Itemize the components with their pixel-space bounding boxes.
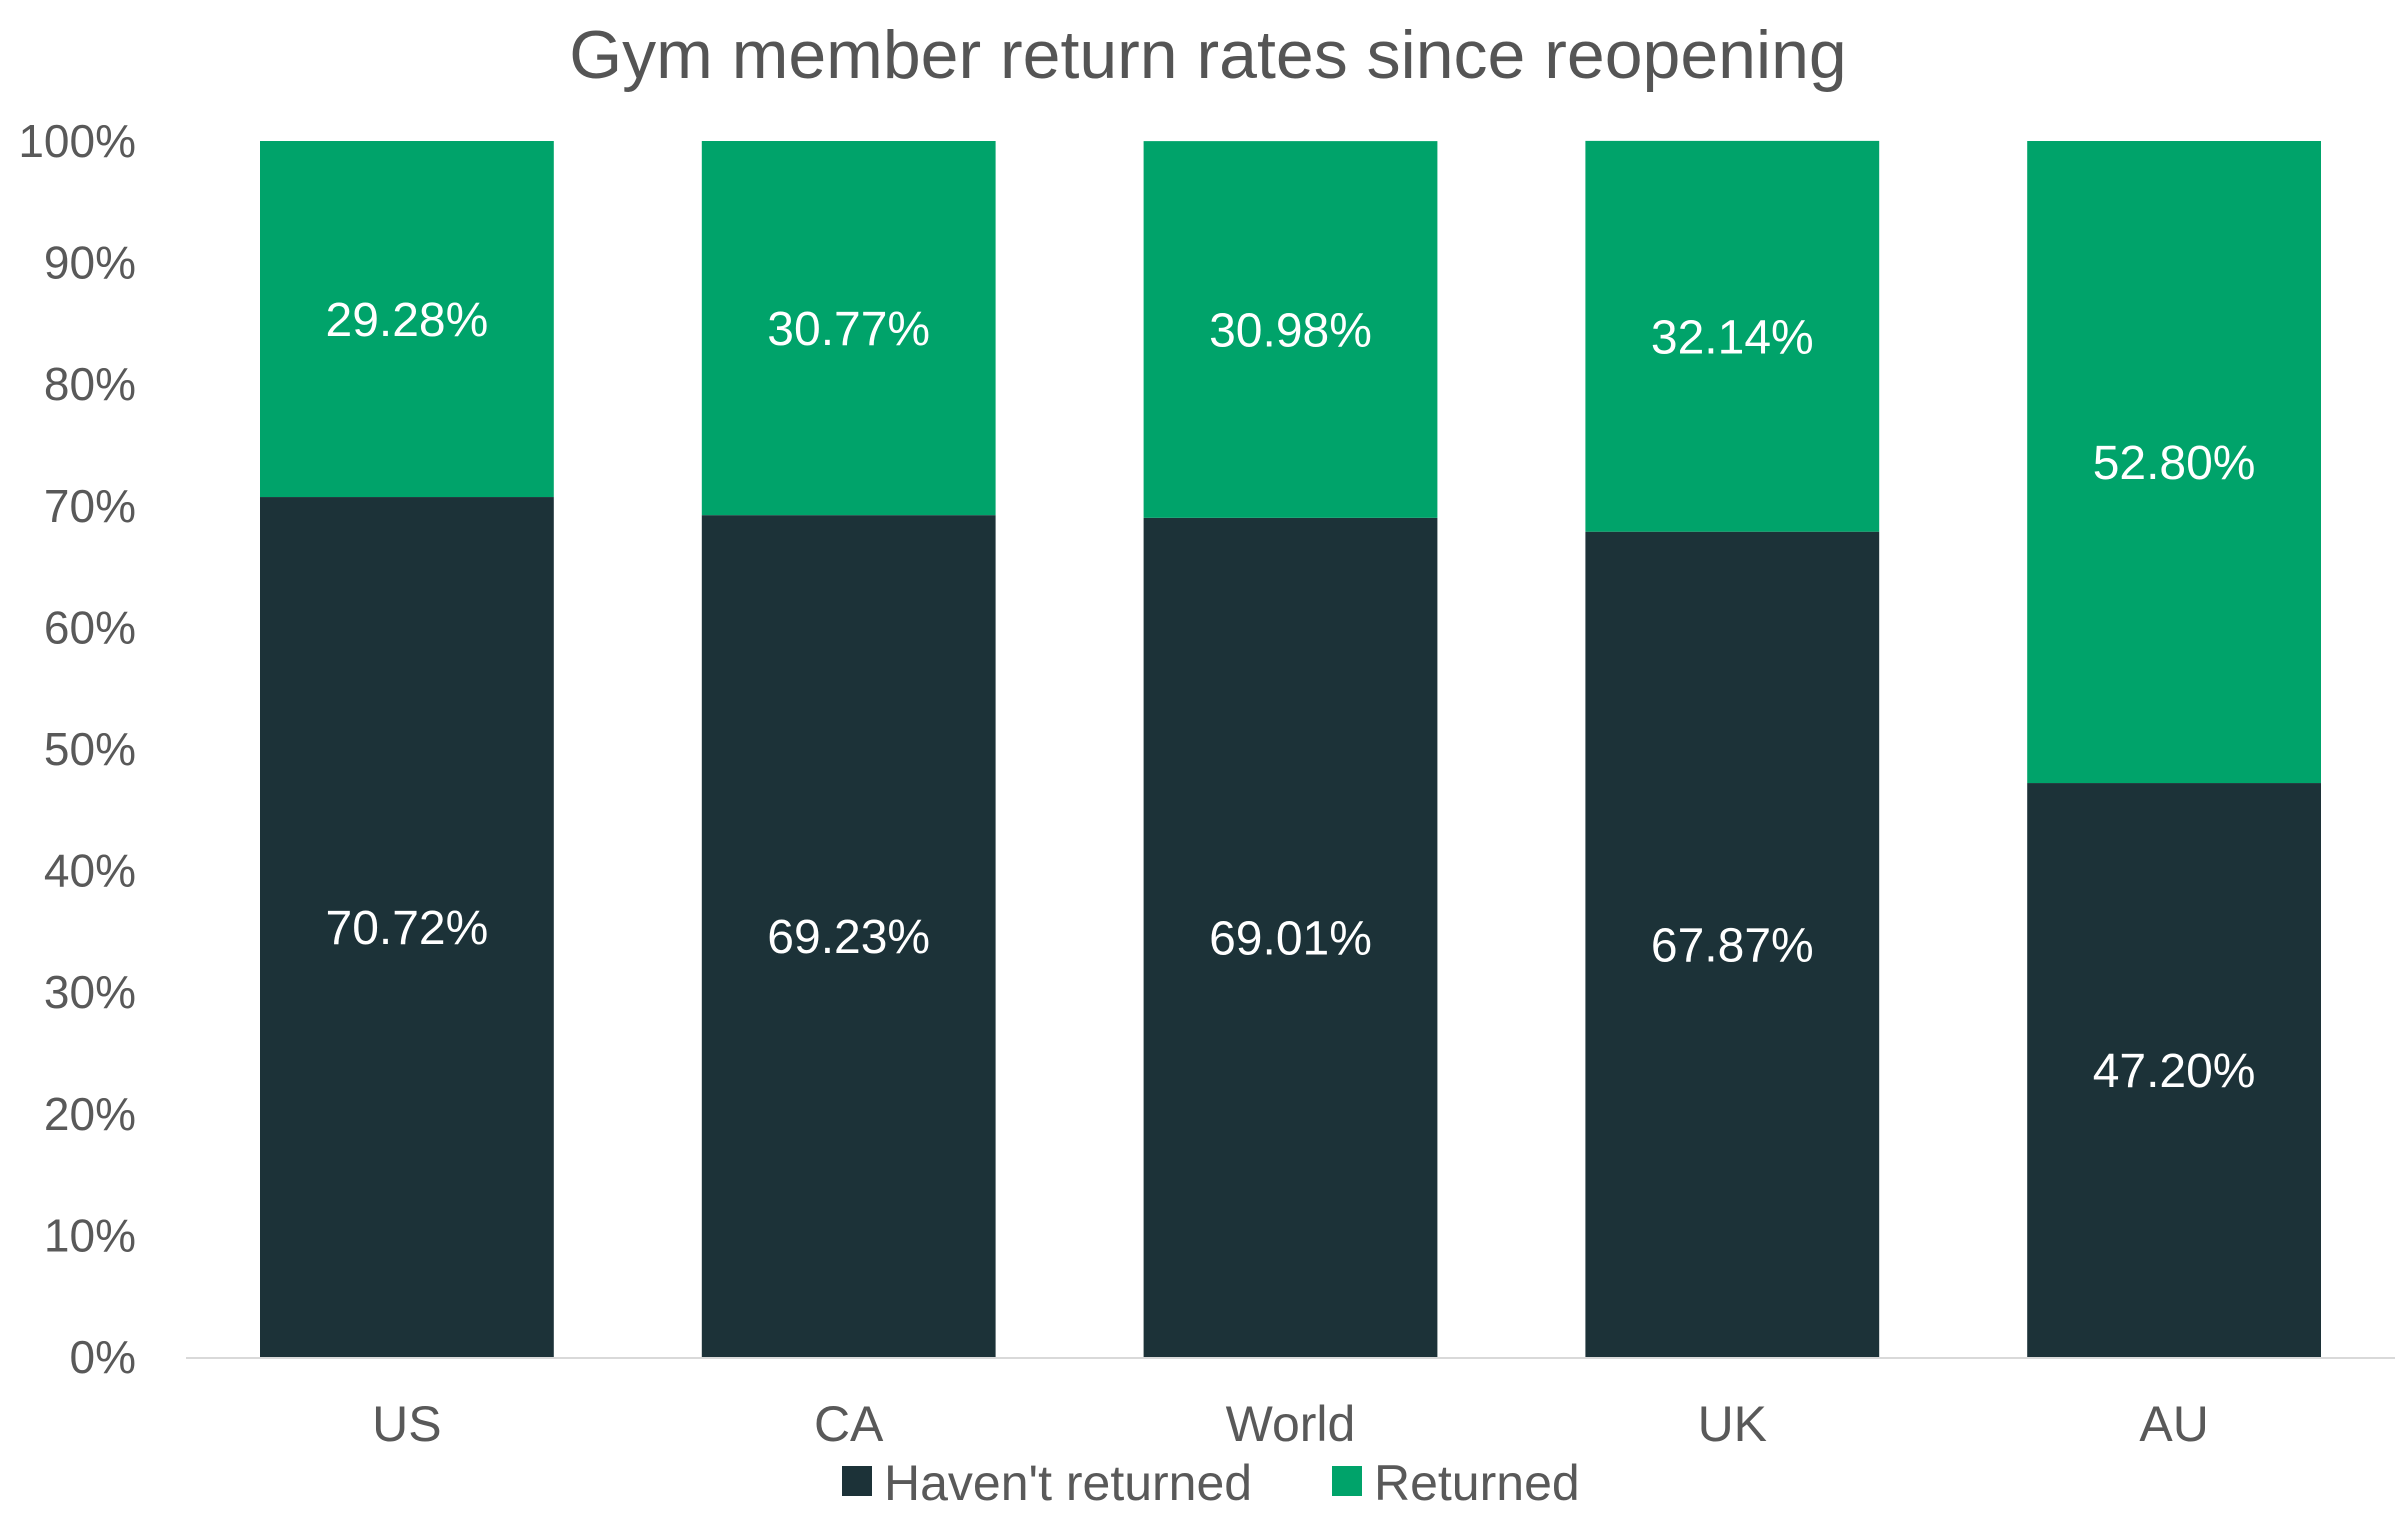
bar-returned-ca: [701, 141, 996, 516]
y-tick-label: 30%: [44, 966, 136, 1018]
legend-label: Haven't returned: [884, 1455, 1252, 1511]
y-tick-label: 0%: [70, 1331, 136, 1383]
y-tick-label: 70%: [44, 480, 136, 532]
legend-swatch-returned: [1332, 1466, 1362, 1496]
bar-returned-world: [1143, 141, 1438, 518]
bar-not-returned-ca: [701, 515, 996, 1357]
x-tick-label: AU: [2139, 1396, 2208, 1452]
bar-not-returned-world: [1143, 517, 1438, 1357]
x-tick-label: US: [372, 1396, 441, 1452]
x-tick-label: UK: [1698, 1396, 1767, 1452]
bar-not-returned-uk: [1585, 531, 1880, 1357]
bar-returned-uk: [1585, 140, 1880, 532]
chart-title: Gym member return rates since reopening: [569, 17, 1846, 93]
legend: Haven't returned Returned: [842, 1455, 1580, 1511]
x-tick-label: World: [1226, 1396, 1356, 1452]
y-tick-label: 100%: [18, 115, 136, 167]
data-label: 30.98%: [1209, 304, 1372, 357]
data-label: 69.23%: [767, 911, 930, 964]
data-label: 52.80%: [2093, 437, 2256, 490]
data-label: 47.20%: [2093, 1045, 2256, 1098]
x-axis: US CA World UK AU: [372, 1396, 2209, 1452]
data-label: 32.14%: [1651, 311, 1814, 364]
x-tick-label: CA: [814, 1396, 884, 1452]
y-tick-label: 40%: [44, 845, 136, 897]
y-tick-label: 80%: [44, 358, 136, 410]
legend-swatch-not-returned: [842, 1466, 872, 1496]
bar-not-returned-au: [2027, 783, 2321, 1357]
y-tick-label: 90%: [44, 237, 136, 289]
data-label: 29.28%: [326, 294, 489, 347]
data-label: 70.72%: [326, 902, 489, 955]
bar-not-returned-us: [260, 497, 554, 1357]
legend-label: Returned: [1374, 1455, 1580, 1511]
bar-returned-us: [260, 141, 554, 498]
data-label: 67.87%: [1651, 919, 1814, 972]
bar-returned-au: [2027, 141, 2321, 784]
y-tick-label: 10%: [44, 1209, 136, 1261]
y-axis: 0% 10% 20% 30% 40% 50% 60% 70% 80% 90% 100%: [18, 115, 136, 1383]
y-tick-label: 20%: [44, 1088, 136, 1140]
y-tick-label: 60%: [44, 601, 136, 653]
data-label: 30.77%: [767, 303, 930, 356]
y-tick-label: 50%: [44, 723, 136, 775]
data-label: 69.01%: [1209, 912, 1372, 965]
bars: 70.72% 29.28% 69.23% 30.77% 69.01% 30.98% 67.8…: [260, 140, 2321, 1357]
